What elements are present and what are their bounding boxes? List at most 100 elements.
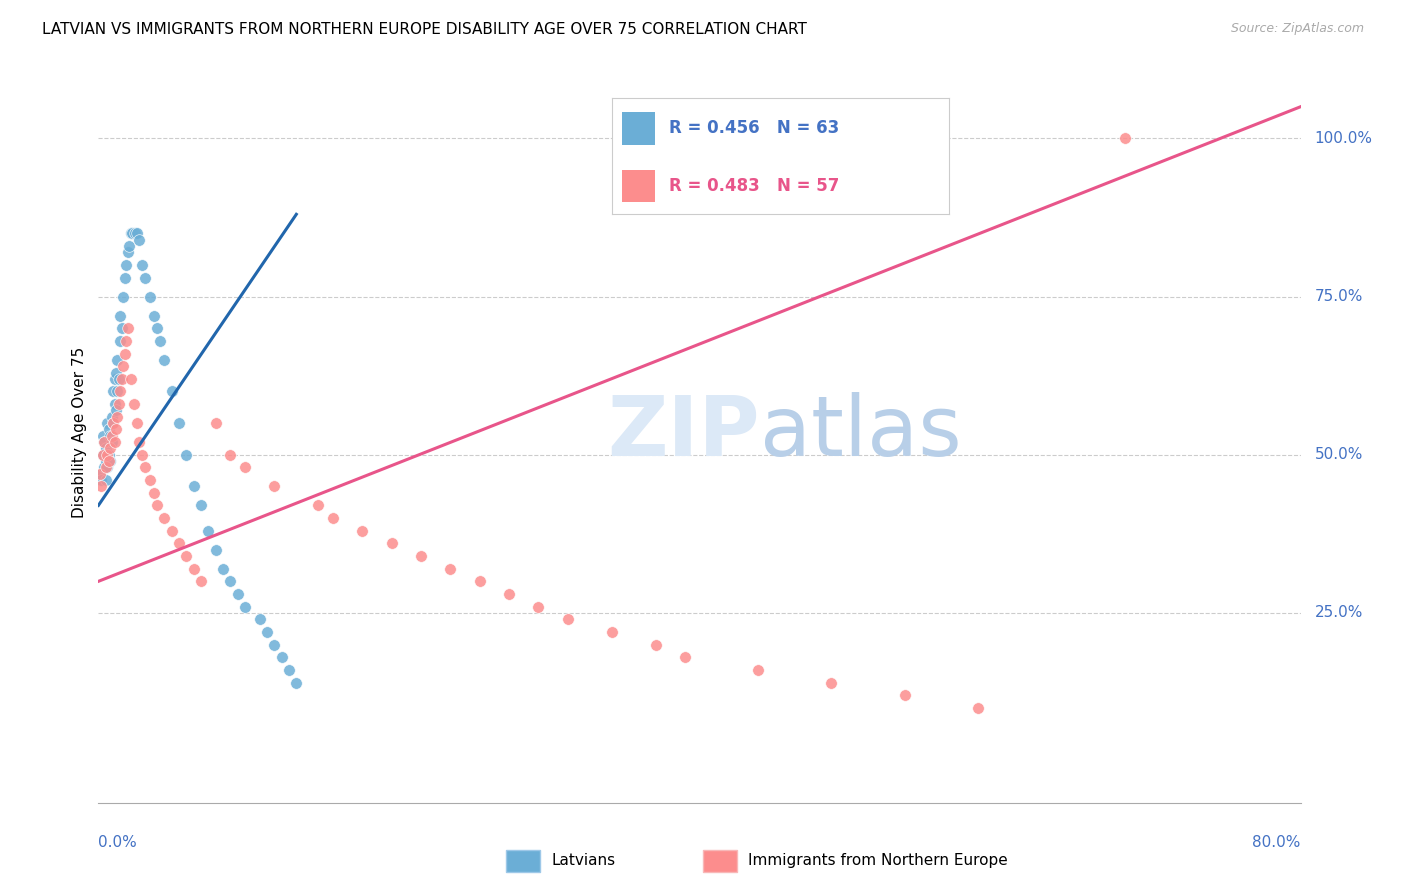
Text: 80.0%: 80.0% [1253,836,1301,850]
Point [94,454,117,468]
Point [381,536,404,550]
Point [263,479,285,493]
Text: atlas: atlas [759,392,962,473]
Point [212,562,235,576]
Point [103,397,125,411]
Point [893,688,915,702]
Point [100,435,122,450]
Y-axis label: Disability Age Over 75: Disability Age Over 75 [72,347,87,518]
Bar [703,849,737,872]
Point [190,574,212,589]
Point [183,562,205,576]
Point [110,334,132,348]
Point [120,227,142,241]
Point [114,270,136,285]
Point [322,511,344,525]
Point [98,454,121,468]
Point [125,416,148,430]
Text: ZIP: ZIP [607,392,759,473]
Point [96,448,118,462]
Point [673,650,696,665]
Point [143,485,166,500]
Point [105,422,128,436]
Point [278,663,301,677]
Point [89,467,111,481]
Point [101,416,124,430]
Point [285,675,308,690]
Point [527,599,550,614]
Point [121,227,143,241]
Point [204,416,226,430]
Point [190,499,212,513]
Point [270,650,292,665]
Point [226,587,249,601]
Text: Source: ZipAtlas.com: Source: ZipAtlas.com [1230,22,1364,36]
Point [122,397,145,411]
Point [97,422,120,436]
Point [138,473,160,487]
Point [204,542,226,557]
Point [352,524,374,538]
Point [233,599,256,614]
Point [91,448,114,462]
Point [197,524,219,538]
Point [176,448,198,462]
Point [149,334,172,348]
Point [110,384,132,399]
Bar [506,849,540,872]
Point [91,448,114,462]
Text: LATVIAN VS IMMIGRANTS FROM NORTHERN EUROPE DISABILITY AGE OVER 75 CORRELATION CH: LATVIAN VS IMMIGRANTS FROM NORTHERN EURO… [42,22,807,37]
Point [131,448,153,462]
Point [89,467,111,481]
Point [233,460,256,475]
Point [90,479,112,493]
Point [120,372,142,386]
Point [160,384,183,399]
Point [93,460,115,475]
Bar [621,170,655,202]
Point [93,435,115,450]
Point [256,624,278,639]
Point [117,245,139,260]
Point [820,675,842,690]
Point [114,346,136,360]
Point [128,233,150,247]
Point [117,321,139,335]
Point [167,536,190,550]
Point [125,227,148,241]
Point [101,416,124,430]
Point [96,416,118,430]
Point [96,460,118,475]
Point [112,289,135,303]
Text: R = 0.483   N = 57: R = 0.483 N = 57 [669,177,839,194]
Point [107,409,129,424]
Point [101,384,124,399]
Bar [621,112,655,145]
Point [112,359,135,374]
Point [111,321,134,335]
Point [105,403,128,417]
Point [94,473,117,487]
Point [103,372,125,386]
Point [108,372,131,386]
Point [91,429,114,443]
Point [134,460,156,475]
Point [1114,131,1136,145]
Point [115,258,138,272]
Point [115,334,138,348]
Point [97,448,120,462]
Point [967,701,990,715]
Point [153,511,176,525]
Point [153,352,176,367]
Point [97,454,120,468]
Point [219,448,242,462]
Point [409,549,432,563]
Point [94,442,117,456]
Text: Latvians: Latvians [551,854,616,868]
Point [146,499,169,513]
Point [468,574,491,589]
Point [498,587,520,601]
Point [557,612,579,626]
Point [128,435,150,450]
Point [90,473,112,487]
